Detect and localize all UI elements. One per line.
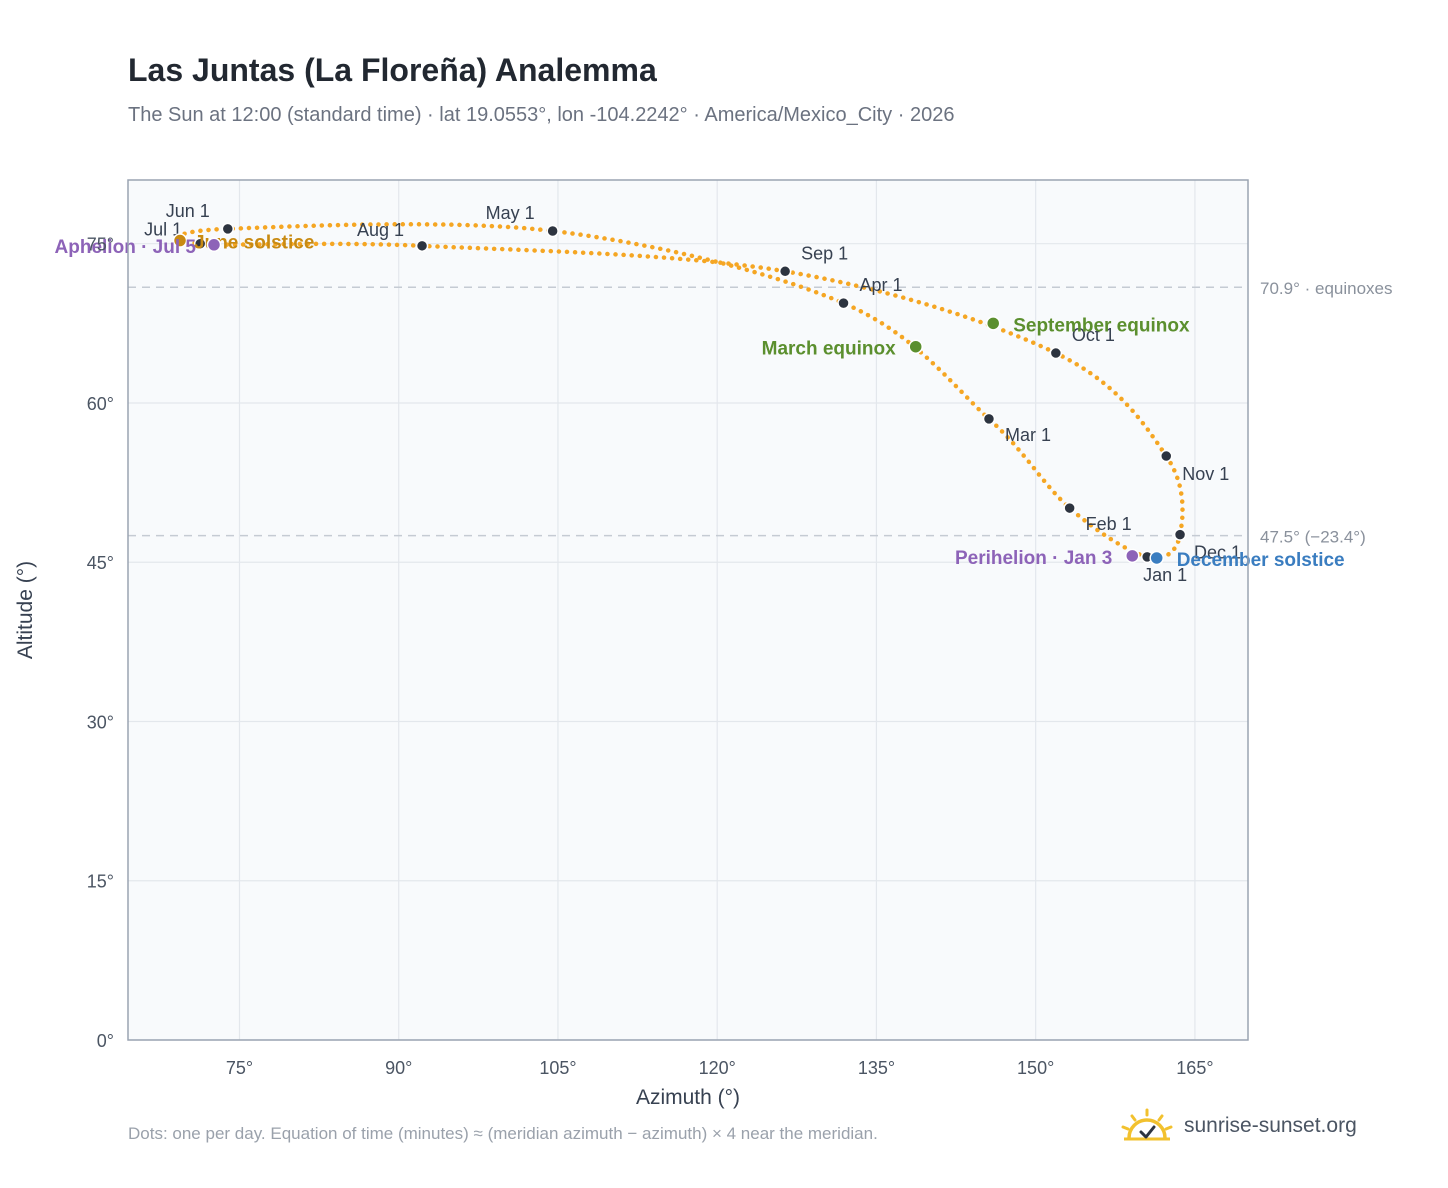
sun-logo-icon (1121, 1108, 1173, 1141)
month-label: Jan 1 (1143, 565, 1187, 585)
x-axis-ticks: 75° 90° 105° 120° 135° 150° 165° (226, 1058, 1214, 1078)
month-label: Dec 1 (1194, 543, 1241, 563)
y-tick-label: 30° (87, 712, 114, 732)
event-marker (908, 339, 923, 354)
month-marker (221, 222, 235, 236)
chart-subtitle: The Sun at 12:00 (standard time) · lat 1… (128, 104, 955, 126)
event-marker (1149, 550, 1164, 566)
event-marker (206, 237, 222, 253)
y-axis-label: Altitude (°) (14, 561, 37, 659)
month-label: Feb 1 (1086, 514, 1132, 534)
x-tick-label: 90° (385, 1058, 412, 1078)
reference-line-label: 47.5° (−23.4°) (1260, 528, 1366, 547)
x-tick-label: 165° (1176, 1058, 1213, 1078)
x-tick-label: 105° (539, 1058, 576, 1078)
month-label: Mar 1 (1005, 425, 1051, 445)
y-tick-label: 60° (87, 394, 114, 414)
month-label: Apr 1 (860, 275, 903, 295)
chart-title: Las Juntas (La Floreña) Analemma (128, 52, 657, 88)
month-label: Jun 1 (166, 201, 210, 221)
plot-area (128, 180, 1248, 1040)
month-label: Nov 1 (1182, 464, 1229, 484)
month-label: Sep 1 (801, 243, 848, 263)
y-tick-label: 0° (97, 1031, 114, 1051)
event-marker (1125, 548, 1140, 564)
month-marker (1173, 528, 1187, 541)
event-label: June solstice (194, 233, 314, 254)
month-marker (1063, 501, 1076, 515)
month-marker (778, 265, 792, 278)
month-label: Oct 1 (1072, 325, 1115, 345)
event-label: Aphelion · Jul 5 (55, 237, 197, 258)
y-tick-label: 75° (87, 235, 114, 255)
month-label: Jul 1 (144, 220, 182, 240)
x-tick-label: 120° (699, 1058, 736, 1078)
event-marker (172, 233, 188, 248)
y-axis-ticks: 0° 15° 30° 45° 60° 75° (87, 235, 114, 1051)
y-tick-label: 15° (87, 872, 114, 892)
x-tick-label: 150° (1017, 1058, 1054, 1078)
month-marker (1049, 346, 1063, 360)
month-marker (546, 224, 559, 238)
month-marker (1160, 449, 1173, 463)
reference-lines: 70.9° · equinoxes 47.5° (−23.4°) (128, 279, 1393, 547)
footnote: Dots: one per day. Equation of time (min… (128, 1124, 878, 1143)
reference-line-label: 70.9° · equinoxes (1260, 279, 1393, 298)
month-label: Aug 1 (357, 220, 404, 240)
month-marker (837, 296, 850, 310)
month-marker (982, 412, 996, 426)
y-tick-label: 45° (87, 553, 114, 573)
month-label: May 1 (486, 203, 535, 223)
event-marker (985, 316, 1001, 331)
event-label: March equinox (762, 339, 897, 360)
x-tick-label: 135° (858, 1058, 895, 1078)
event-label: September equinox (1013, 315, 1190, 336)
event-label: Perihelion · Jan 3 (955, 548, 1112, 569)
month-marker (415, 239, 429, 253)
month-marker (193, 237, 207, 250)
x-tick-label: 75° (226, 1058, 253, 1078)
brand-logo[interactable]: sunrise-sunset.org (1120, 1104, 1357, 1148)
plot-frame (127, 179, 1249, 1041)
brand-name: sunrise-sunset.org (1184, 1114, 1357, 1137)
event-label: December solstice (1177, 550, 1345, 571)
x-axis-label: Azimuth (°) (636, 1086, 740, 1109)
